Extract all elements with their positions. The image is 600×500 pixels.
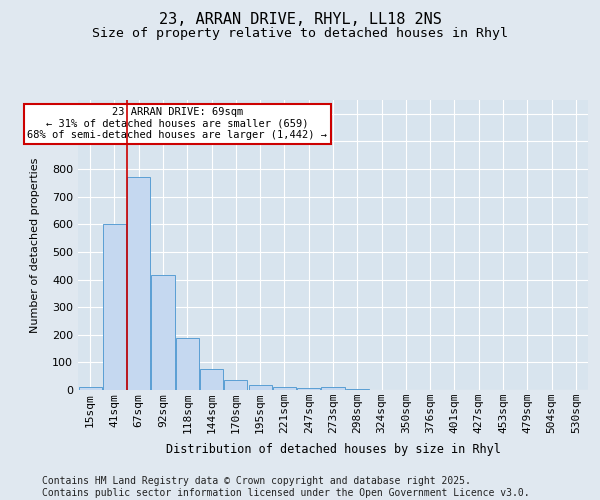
Bar [297,388,320,390]
Bar [176,338,199,390]
Bar [273,387,296,390]
Text: 23, ARRAN DRIVE, RHYL, LL18 2NS: 23, ARRAN DRIVE, RHYL, LL18 2NS [158,12,442,28]
Bar [127,178,150,390]
Bar [103,224,126,390]
Text: Contains HM Land Registry data © Crown copyright and database right 2025.
Contai: Contains HM Land Registry data © Crown c… [42,476,530,498]
Bar [346,388,369,390]
Bar [151,276,175,390]
Text: Size of property relative to detached houses in Rhyl: Size of property relative to detached ho… [92,28,508,40]
Bar [248,385,272,390]
Bar [79,386,101,390]
Bar [322,386,344,390]
Y-axis label: Number of detached properties: Number of detached properties [29,158,40,332]
Bar [200,370,223,390]
Text: 23 ARRAN DRIVE: 69sqm
← 31% of detached houses are smaller (659)
68% of semi-det: 23 ARRAN DRIVE: 69sqm ← 31% of detached … [28,108,328,140]
Text: Distribution of detached houses by size in Rhyl: Distribution of detached houses by size … [166,442,500,456]
Bar [224,380,247,390]
